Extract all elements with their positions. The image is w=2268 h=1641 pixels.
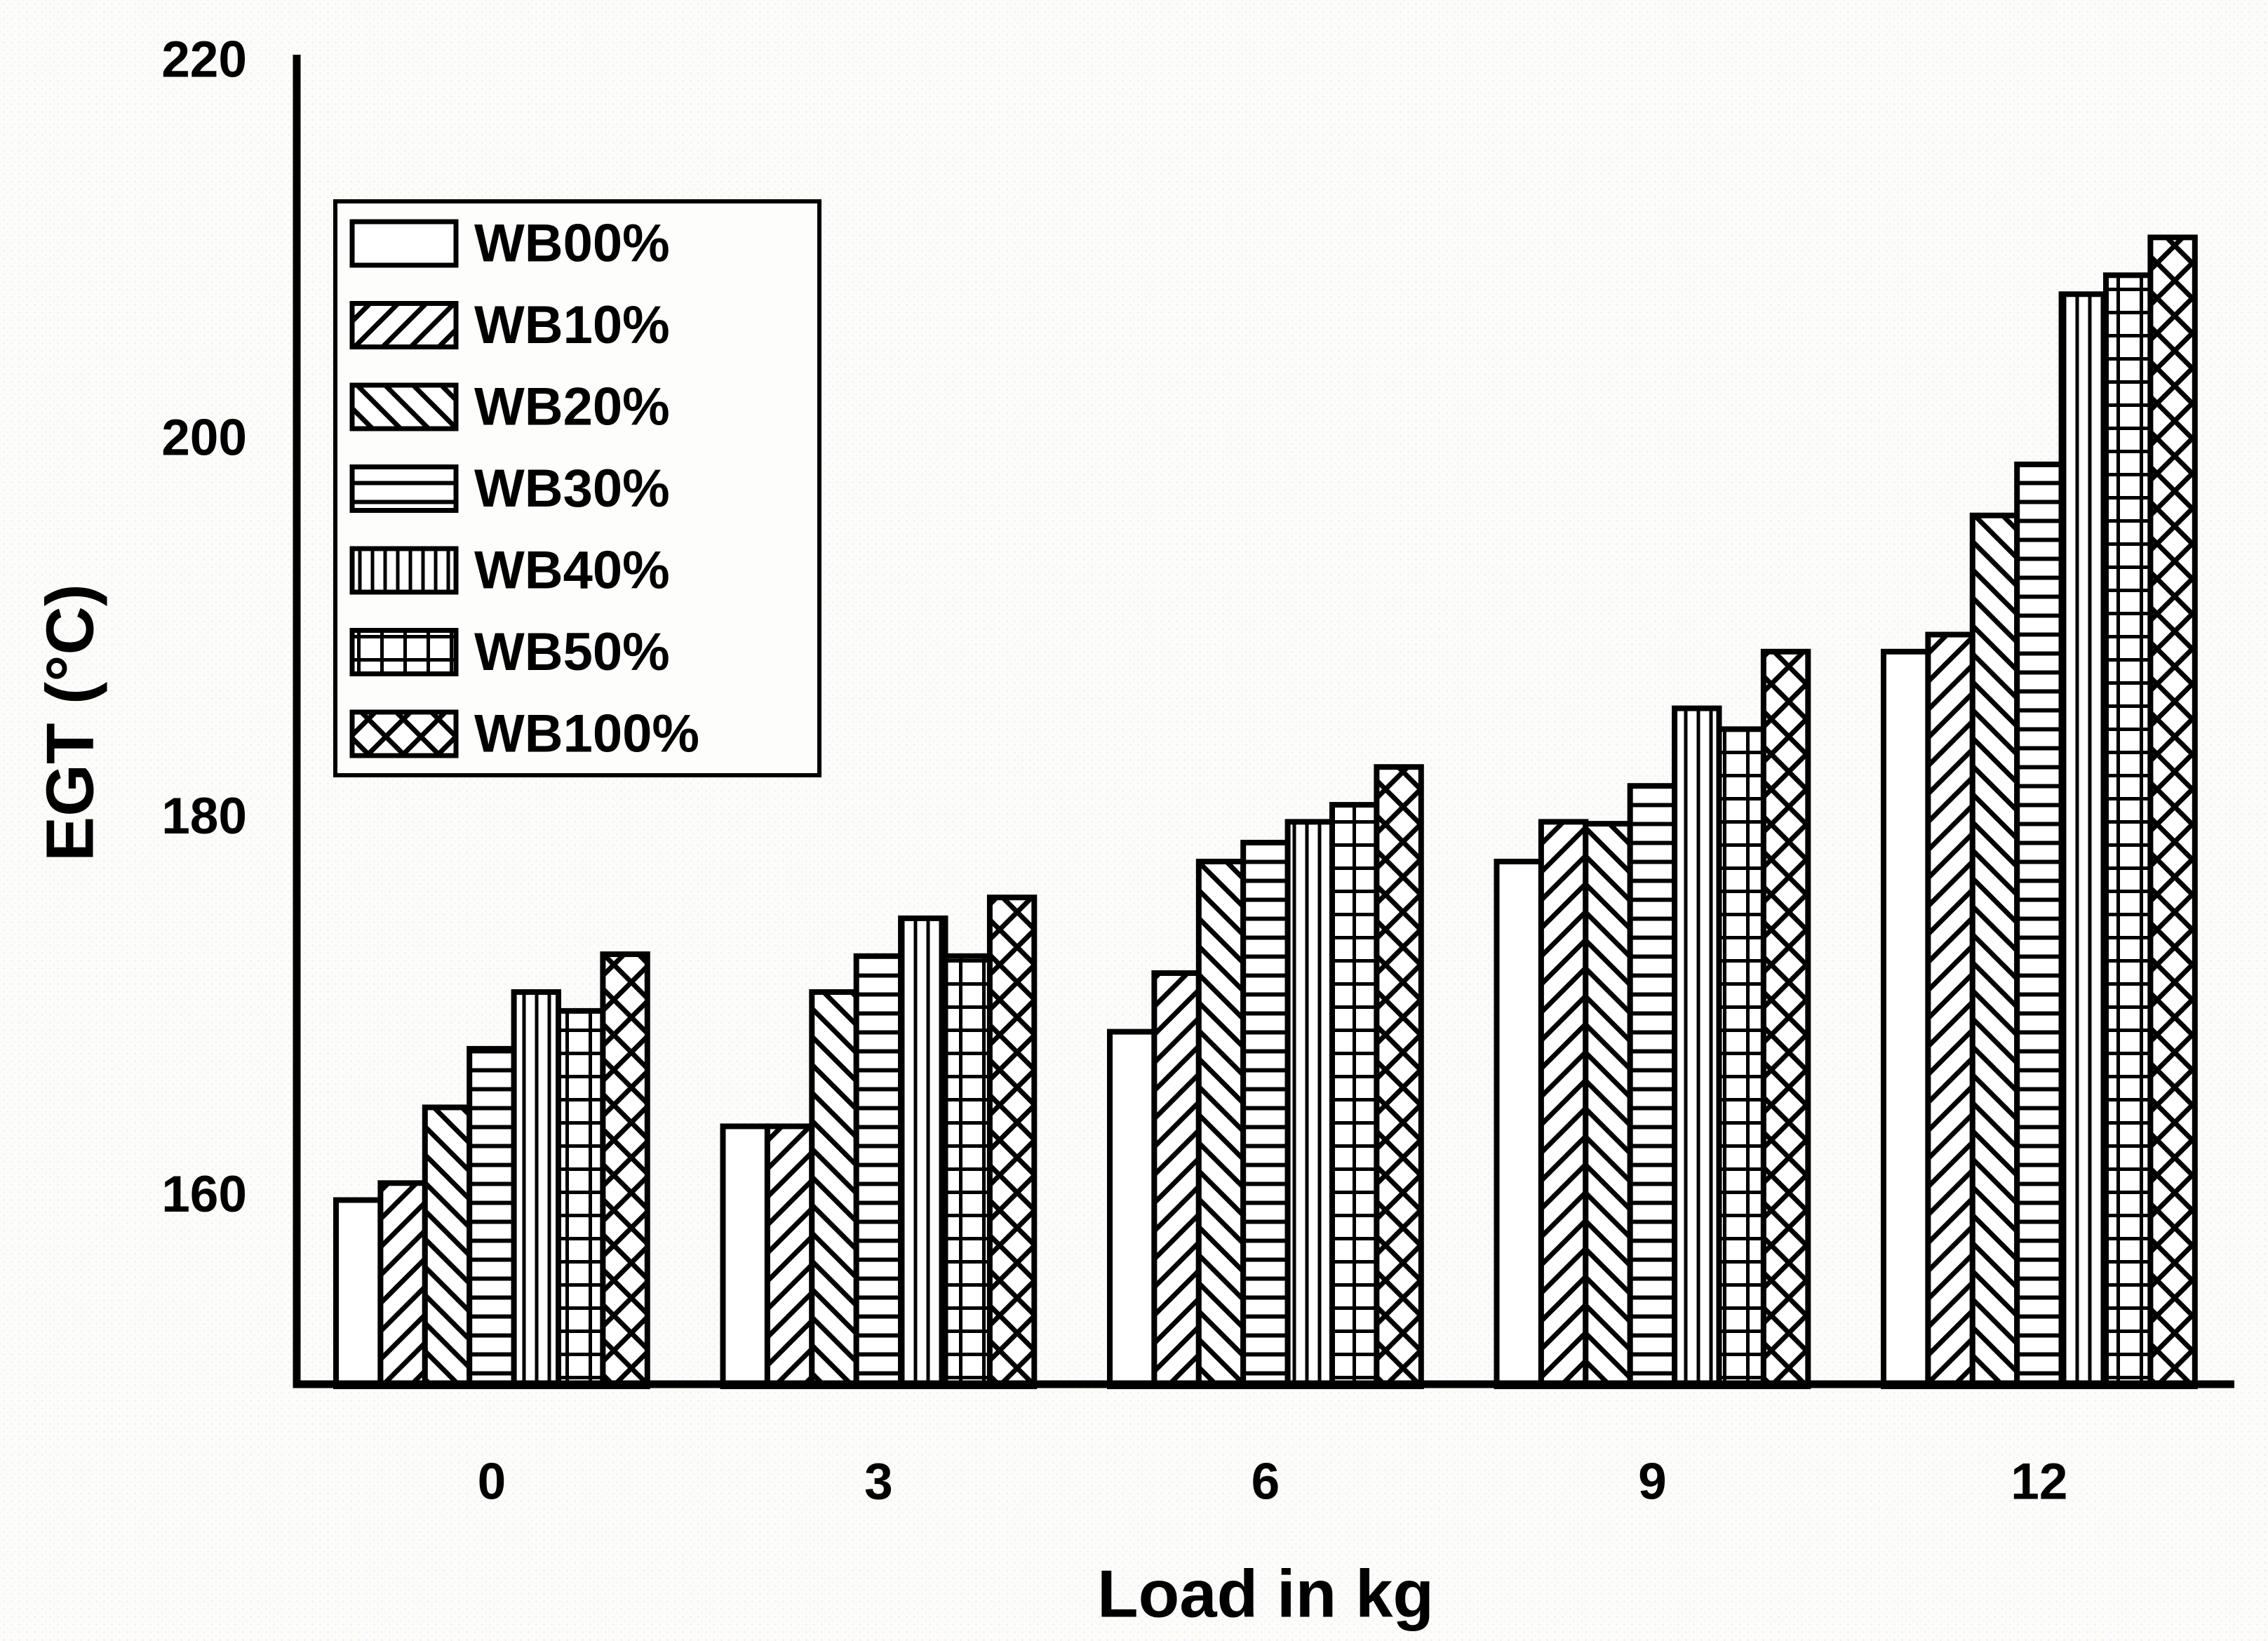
bar-WB100%-load-3 [986,895,1038,1389]
bar-WB10%-load-3 [764,1123,815,1390]
legend-item-WB30%: WB30% [349,459,670,518]
bar-WB30%-load-3 [853,953,904,1390]
bar-WB20%-load-6 [1195,859,1247,1389]
bar-WB00%-load-9 [1494,859,1544,1389]
bar-WB10%-load-9 [1538,819,1589,1389]
legend-label-WB00%: WB00% [474,214,670,274]
legend: WB00% WB10% WB20% WB30% WB40% WB50% WB100% [333,199,821,777]
bar-WB100%-load-9 [1760,648,1811,1389]
legend-item-WB50%: WB50% [349,622,670,682]
bar-WB00%-load-6 [1107,1029,1158,1389]
legend-swatch-vertical-pattern [349,546,459,595]
legend-item-WB100%: WB100% [349,704,699,764]
bar-WB40%-load-6 [1284,819,1335,1389]
x-axis-title: Load in kg [1097,1557,1434,1632]
legend-swatch-none-pattern [349,219,459,268]
legend-label-WB50%: WB50% [474,622,670,682]
bar-WB00%-load-12 [1881,648,1931,1389]
bar-WB100%-load-6 [1374,764,1424,1389]
bar-WB100%-load-12 [2147,234,2198,1389]
legend-swatch-crosshatch-pattern [349,709,459,758]
bar-WB00%-load-3 [720,1123,770,1390]
y-tick-label-220: 220 [161,32,247,88]
y-tick-label-200: 200 [161,410,247,467]
x-tick-label-6: 6 [1252,1454,1280,1511]
legend-label-WB10%: WB10% [474,295,670,355]
bar-WB50%-load-0 [556,1007,606,1389]
bar-WB30%-load-6 [1240,840,1291,1389]
bar-WB10%-load-6 [1151,970,1202,1389]
bar-WB00%-load-0 [333,1197,384,1389]
bars-layer [333,234,2198,1390]
bar-WB30%-load-9 [1627,783,1678,1389]
bar-WB10%-load-12 [1925,631,1975,1389]
bar-WB40%-load-12 [2058,291,2109,1389]
bar-WB50%-load-12 [2103,272,2154,1389]
legend-swatch-diagonal-down-pattern [349,382,459,431]
x-tick-label-9: 9 [1638,1454,1667,1511]
x-axis-spine [293,1380,2234,1388]
legend-label-WB40%: WB40% [474,541,670,601]
bar-WB40%-load-3 [898,915,948,1389]
legend-item-WB40%: WB40% [349,541,670,601]
bar-WB50%-load-3 [942,953,993,1390]
legend-label-WB100%: WB100% [474,704,699,764]
bar-WB50%-load-9 [1716,726,1766,1390]
bar-WB100%-load-0 [600,951,650,1389]
legend-swatch-grid-pattern [349,628,459,676]
x-tick-label-12: 12 [2011,1454,2067,1511]
bar-WB20%-load-12 [1969,512,2020,1390]
legend-label-WB30%: WB30% [474,459,670,518]
bar-WB50%-load-6 [1329,802,1380,1389]
legend-item-WB00%: WB00% [349,214,670,274]
legend-item-WB20%: WB20% [349,377,670,437]
bar-WB30%-load-0 [467,1045,517,1390]
legend-swatch-diagonal-up-pattern [349,301,459,349]
bar-WB30%-load-12 [2014,461,2065,1389]
y-axis-spine [293,55,301,1388]
bar-WB20%-load-3 [809,989,859,1389]
y-tick-label-180: 180 [161,788,247,845]
bar-WB20%-load-9 [1583,821,1633,1389]
legend-swatch-horizontal-pattern [349,464,459,513]
x-tick-label-0: 0 [478,1454,506,1511]
legend-item-WB10%: WB10% [349,295,670,355]
bar-WB20%-load-0 [422,1104,473,1390]
bar-WB40%-load-9 [1672,705,1722,1389]
bar-WB10%-load-0 [377,1180,428,1390]
y-axis-title: EGT (°C) [33,584,108,862]
x-tick-label-3: 3 [864,1454,893,1511]
y-tick-label-160: 160 [161,1166,247,1223]
axes-layer: 160 180 200 220 0 3 6 9 12 [161,32,2234,1511]
legend-label-WB20%: WB20% [474,377,670,437]
bar-WB40%-load-0 [511,989,561,1389]
